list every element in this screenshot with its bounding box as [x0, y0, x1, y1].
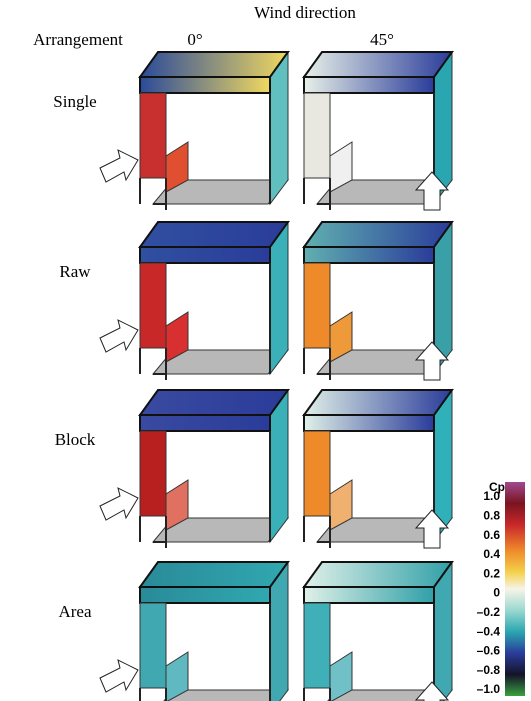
row-label: Raw: [59, 262, 91, 281]
building-part: [139, 76, 271, 94]
building-part: [303, 431, 435, 548]
colorbar-tick-label: 0.4: [483, 547, 500, 561]
building-model: [302, 388, 454, 549]
colorbar-tick-label: –0.2: [477, 605, 501, 619]
building-part: [139, 431, 271, 548]
building-part: [414, 171, 450, 211]
row-label: Block: [55, 430, 96, 449]
building-part: [151, 517, 290, 543]
building-part: [303, 246, 435, 264]
building-part: [302, 561, 454, 588]
building-part: [302, 389, 454, 416]
building-part: [303, 93, 435, 210]
building-part: [303, 76, 435, 94]
building-part: [151, 179, 290, 205]
colorbar-label: Cp: [489, 480, 505, 494]
building-part: [99, 319, 139, 353]
colorbar-tick-label: –0.6: [477, 644, 501, 658]
building-part: [414, 509, 450, 549]
building-part: [302, 221, 454, 248]
building-part: [303, 263, 435, 380]
colorbar-tick-label: –0.8: [477, 663, 501, 677]
building-part: [303, 262, 331, 349]
building-model: [302, 560, 454, 701]
building-part: [303, 602, 331, 689]
colorbar-tick-label: –0.4: [477, 624, 501, 638]
building-part: [139, 586, 271, 604]
building-part: [138, 51, 290, 78]
building-part: [139, 263, 271, 380]
building-model: [99, 50, 290, 210]
column-header: 0°: [187, 30, 202, 49]
colorbar-tick-label: 0.8: [483, 508, 500, 522]
building-part: [139, 602, 167, 689]
building-model: [99, 388, 290, 548]
building-part: [99, 149, 139, 183]
colorbar-tick-label: –1.0: [477, 682, 501, 696]
colorbar-tick-label: 0: [493, 586, 500, 600]
building-part: [139, 92, 167, 179]
building-part: [414, 341, 450, 381]
building-part: [139, 414, 271, 432]
building-part: [99, 659, 139, 693]
building-model: [99, 560, 290, 701]
column-header: 45°: [370, 30, 394, 49]
building-model: [302, 50, 454, 211]
building-part: [303, 414, 435, 432]
colorbar: [505, 482, 525, 696]
building-model: [302, 220, 454, 381]
building-part: [303, 92, 331, 179]
colorbar-tick-label: 1.0: [483, 489, 500, 503]
building-part: [303, 430, 331, 517]
colorbar-tick-label: 0.2: [483, 566, 500, 580]
building-part: [163, 689, 290, 701]
building-part: [303, 586, 435, 604]
colorbar-tick-label: 0.6: [483, 528, 500, 542]
building-model: [99, 220, 290, 380]
row-label: Single: [53, 92, 96, 111]
building-part: [302, 51, 454, 78]
building-part: [138, 389, 290, 416]
building-part: [138, 221, 290, 248]
building-part: [139, 430, 167, 517]
row-header: Arrangement: [33, 30, 123, 49]
building-part: [139, 93, 271, 210]
building-part: [139, 262, 167, 349]
building-part: [99, 487, 139, 521]
building-part: [138, 561, 290, 588]
building-part: [139, 246, 271, 264]
title: Wind direction: [254, 3, 356, 22]
row-label: Area: [58, 602, 91, 621]
building-part: [414, 681, 450, 701]
building-part: [151, 349, 290, 375]
